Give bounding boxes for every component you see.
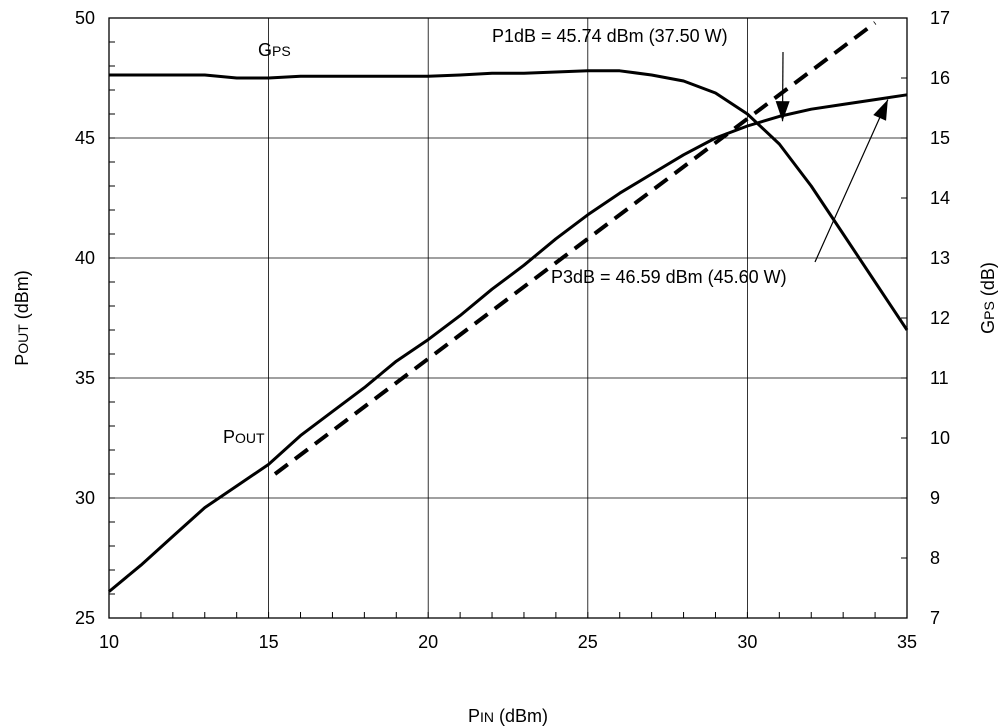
y-right-tick-label: 7 xyxy=(930,608,940,628)
axis-ticks: 10 15 20 25 30 35 25 30 35 40 45 50 7 8 9 10 11 12 13 14 15 1… xyxy=(75,8,950,652)
series-line-dashed xyxy=(273,21,877,476)
series-line-pout xyxy=(108,93,908,593)
y-left-tick-label: 30 xyxy=(75,488,95,508)
y-right-tick-label: 12 xyxy=(930,308,950,328)
labels-group: PIN (dBm) POUT (dBm) GPS (dB) GPS POUT P… xyxy=(12,26,998,726)
series-line-gps xyxy=(109,69,909,331)
y-left-tick-label: 50 xyxy=(75,8,95,28)
y-left-tick-label: 35 xyxy=(75,368,95,388)
grid-lines xyxy=(109,18,907,618)
x-tick-label: 10 xyxy=(99,632,119,652)
series-label-gps: GPS xyxy=(258,40,291,60)
x-tick-label: 15 xyxy=(259,632,279,652)
y-right-tick-label: 9 xyxy=(930,488,940,508)
plot-frame xyxy=(108,17,908,619)
y-right-tick-label: 8 xyxy=(930,548,940,568)
y-right-tick-label: 10 xyxy=(930,428,950,448)
x-axis-label: PIN (dBm) xyxy=(468,706,548,726)
y-right-tick-label: 14 xyxy=(930,188,950,208)
series-label-pout: POUT xyxy=(223,427,265,447)
annotation-p1db: P1dB = 45.74 dBm (37.50 W) xyxy=(492,26,728,46)
annotation-p3db: P3dB = 46.59 dBm (45.60 W) xyxy=(551,267,787,287)
annotation-p1db-arrow-head xyxy=(775,101,790,122)
y-right-tick-label: 13 xyxy=(930,248,950,268)
y-right-tick-label: 11 xyxy=(930,368,949,388)
series-group xyxy=(108,21,909,593)
y-right-tick-label: 15 xyxy=(930,128,950,148)
annotation-p3db-arrow-shaft xyxy=(814,99,889,263)
x-tick-label: 25 xyxy=(578,632,598,652)
x-tick-label: 35 xyxy=(897,632,917,652)
x-tick-label: 20 xyxy=(418,632,438,652)
y-left-tick-label: 45 xyxy=(75,128,95,148)
x-tick-label: 30 xyxy=(737,632,757,652)
y-left-tick-label: 25 xyxy=(75,608,95,628)
y-right-tick-label: 17 xyxy=(930,8,950,28)
y-left-tick-label: 40 xyxy=(75,248,95,268)
y-right-axis-label: GPS (dB) xyxy=(978,262,998,334)
y-right-tick-label: 16 xyxy=(930,68,950,88)
y-left-axis-label: POUT (dBm) xyxy=(12,270,32,366)
annotation-p3db-arrow-head xyxy=(873,99,888,121)
